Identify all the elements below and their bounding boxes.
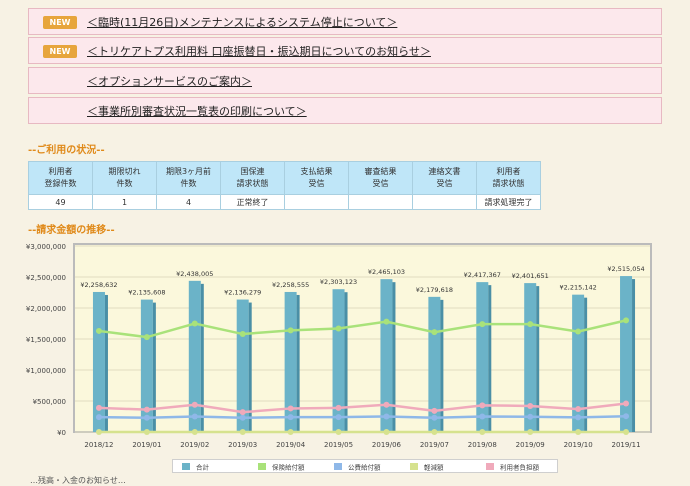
y-tick-label: ¥500,000	[33, 398, 66, 406]
header-registered-count: 利用者 登録件数	[28, 161, 93, 195]
y-tick-label: ¥1,000,000	[26, 367, 66, 375]
expiring-count-value: 4	[156, 194, 221, 210]
usage-section-title: --ご利用の状況--	[28, 145, 105, 156]
payment-result-value	[284, 194, 349, 210]
kokuhoren-status-value: 正常終了	[220, 194, 285, 210]
y-tick-label: ¥2,000,000	[26, 305, 66, 313]
notice-link[interactable]: ＜オプションサービスのご案内＞	[87, 75, 252, 88]
chart-legend	[172, 459, 558, 473]
x-tick-label: 2019/11	[611, 441, 640, 449]
x-tick-label: 2019/07	[420, 441, 449, 449]
new-badge: NEW	[43, 16, 77, 29]
x-tick-label: 2019/03	[228, 441, 257, 449]
x-tick-label: 2019/10	[564, 441, 593, 449]
y-tick-label: ¥2,500,000	[26, 274, 66, 282]
header-expired-count: 期限切れ 件数	[92, 161, 157, 195]
new-badge: NEW	[43, 45, 77, 58]
x-tick-label: 2019/09	[516, 441, 545, 449]
x-tick-label: 2019/08	[468, 441, 497, 449]
y-tick-label: ¥3,000,000	[26, 243, 66, 251]
notice-link[interactable]: ＜事業所別審査状況一覧表の印刷について＞	[87, 105, 307, 118]
notice-row[interactable]: NEW ＜トリケアトプス利用料 口座振替日・振込期日についてのお知らせ＞	[28, 37, 662, 64]
notice-row[interactable]: ＜事業所別審査状況一覧表の印刷について＞	[28, 97, 662, 124]
y-tick-label: ¥0	[57, 429, 66, 437]
usage-status-table: 利用者 登録件数 期限切れ 件数 期限3ヶ月前 件数 国保連 請求状態 支払結果 受信 審…	[28, 161, 541, 210]
x-tick-label: 2018/12	[84, 441, 113, 449]
chart-plot-frame	[73, 243, 652, 433]
user-billing-status-value: 請求処理完了	[476, 194, 541, 210]
table-header-row: 利用者 登録件数 期限切れ 件数 期限3ヶ月前 件数 国保連 請求状態 支払結果 受信 審…	[28, 161, 541, 195]
y-tick-label: ¥1,500,000	[26, 336, 66, 344]
review-result-value	[348, 194, 413, 210]
notice-link[interactable]: ＜臨時(11月26日)メンテナンスによるシステム停止について＞	[87, 16, 398, 29]
header-user-billing-status: 利用者 請求状態	[476, 161, 541, 195]
x-tick-label: 2019/02	[180, 441, 209, 449]
header-review-result: 審査結果 受信	[348, 161, 413, 195]
header-contact-docs: 連絡文書 受信	[412, 161, 477, 195]
bottom-section-text: …残高・入金のお知らせ…	[30, 476, 126, 485]
x-tick-label: 2019/05	[324, 441, 353, 449]
notice-row[interactable]: ＜オプションサービスのご案内＞	[28, 67, 662, 94]
expired-count-value: 1	[92, 194, 157, 210]
x-tick-label: 2019/04	[276, 441, 306, 449]
x-tick-label: 2019/01	[132, 441, 161, 449]
x-tick-label: 2019/06	[372, 441, 402, 449]
chart-section-title: --請求金額の推移--	[28, 225, 115, 236]
table-row: 49 1 4 正常終了 請求処理完了	[28, 194, 541, 210]
notice-row[interactable]: NEW ＜臨時(11月26日)メンテナンスによるシステム停止について＞	[28, 8, 662, 35]
registered-count-value: 49	[28, 194, 93, 210]
header-payment-result: 支払結果 受信	[284, 161, 349, 195]
header-expiring-count: 期限3ヶ月前 件数	[156, 161, 221, 195]
notice-link[interactable]: ＜トリケアトプス利用料 口座振替日・振込期日についてのお知らせ＞	[87, 45, 431, 58]
contact-docs-value	[412, 194, 477, 210]
header-kokuhoren-status: 国保連 請求状態	[220, 161, 285, 195]
